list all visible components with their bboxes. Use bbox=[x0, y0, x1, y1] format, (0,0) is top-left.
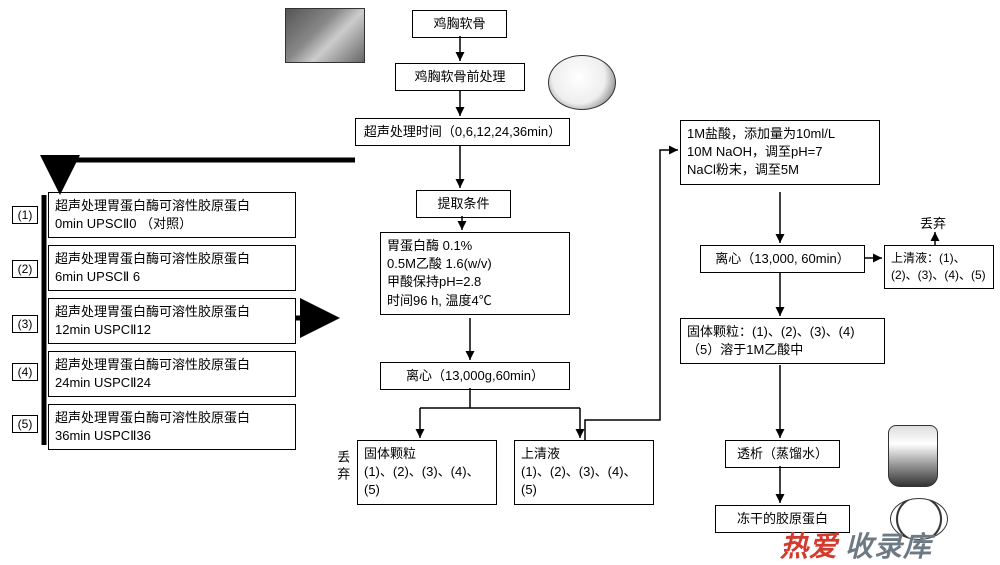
sample-box-2: 超声处理胃蛋白酶可溶性胶原蛋白 6min UPSCⅡ 6 bbox=[48, 245, 296, 291]
acid-line: NaCl粉末，调至5M bbox=[687, 161, 873, 179]
sample-box-5: 超声处理胃蛋白酶可溶性胶原蛋白 36min USPCⅡ36 bbox=[48, 404, 296, 450]
node-extract-body: 胃蛋白酶 0.1% 0.5M乙酸 1.6(w/v) 甲酸保持pH=2.8 时间9… bbox=[380, 232, 570, 315]
node-solid-2: 固体颗粒：(1)、(2)、(3)、(4) （5）溶于1M乙酸中 bbox=[680, 318, 885, 364]
cartilage-photo-processed bbox=[548, 55, 616, 110]
super-title: 上清液 bbox=[521, 445, 647, 463]
sample-line2: 36min USPCⅡ36 bbox=[55, 427, 289, 445]
ext-line: 时间96 h, 温度4℃ bbox=[387, 292, 563, 310]
solid2-l2: （5）溶于1M乙酸中 bbox=[687, 341, 878, 359]
watermark-red: 热爱 bbox=[780, 525, 838, 565]
sample-line1: 超声处理胃蛋白酶可溶性胶原蛋白 bbox=[55, 250, 289, 268]
acid-line: 10M NaOH，调至pH=7 bbox=[687, 143, 873, 161]
watermark-gray: 收录库 bbox=[845, 525, 932, 565]
node-centrifuge-1: 离心（13,000g,60min） bbox=[380, 362, 570, 390]
ext-line: 0.5M乙酸 1.6(w/v) bbox=[387, 255, 563, 273]
sample-line2: 0min UPSCⅡ0 （对照） bbox=[55, 215, 289, 233]
cartilage-photo-raw bbox=[285, 8, 365, 63]
node-pretreat: 鸡胸软骨前处理 bbox=[395, 63, 525, 91]
discard-label-2: 丢弃 bbox=[920, 215, 946, 233]
sample-line1: 超声处理胃蛋白酶可溶性胶原蛋白 bbox=[55, 409, 289, 427]
node-centrifuge-2: 离心（13,000, 60min） bbox=[700, 245, 865, 273]
node-extract-title: 提取条件 bbox=[416, 190, 511, 218]
sample-num-2: (2) bbox=[12, 260, 38, 278]
solid2-l1: 固体颗粒：(1)、(2)、(3)、(4) bbox=[687, 323, 878, 341]
solid-title: 固体颗粒 bbox=[364, 445, 490, 463]
node-super-2: 上清液：(1)、(2)、(3)、(4)、(5) bbox=[884, 245, 994, 289]
node-raw: 鸡胸软骨 bbox=[412, 10, 507, 38]
sample-num-3: (3) bbox=[12, 315, 38, 333]
node-ultrasonic: 超声处理时间（0,6,12,24,36min） bbox=[355, 118, 570, 146]
sample-line1: 超声处理胃蛋白酶可溶性胶原蛋白 bbox=[55, 356, 289, 374]
solid-body: (1)、(2)、(3)、(4)、(5) bbox=[364, 463, 490, 499]
sample-box-3: 超声处理胃蛋白酶可溶性胶原蛋白 12min USPCⅡ12 bbox=[48, 298, 296, 344]
sample-line2: 12min USPCⅡ12 bbox=[55, 321, 289, 339]
discard-label-1: 丢弃 bbox=[333, 450, 349, 484]
node-dialysis: 透析（蒸馏水） bbox=[725, 440, 840, 468]
super-body: (1)、(2)、(3)、(4)、(5) bbox=[521, 463, 647, 499]
acid-line: 1M盐酸，添加量为10ml/L bbox=[687, 125, 873, 143]
sample-line2: 6min UPSCⅡ 6 bbox=[55, 268, 289, 286]
sample-line1: 超声处理胃蛋白酶可溶性胶原蛋白 bbox=[55, 197, 289, 215]
sample-num-5: (5) bbox=[12, 415, 38, 433]
sample-num-4: (4) bbox=[12, 363, 38, 381]
node-super-1: 上清液 (1)、(2)、(3)、(4)、(5) bbox=[514, 440, 654, 505]
sample-line2: 24min USPCⅡ24 bbox=[55, 374, 289, 392]
ext-line: 胃蛋白酶 0.1% bbox=[387, 237, 563, 255]
node-solid-1: 固体颗粒 (1)、(2)、(3)、(4)、(5) bbox=[357, 440, 497, 505]
dialysis-photo bbox=[888, 425, 938, 487]
sample-line1: 超声处理胃蛋白酶可溶性胶原蛋白 bbox=[55, 303, 289, 321]
sample-box-4: 超声处理胃蛋白酶可溶性胶原蛋白 24min USPCⅡ24 bbox=[48, 351, 296, 397]
sample-box-1: 超声处理胃蛋白酶可溶性胶原蛋白 0min UPSCⅡ0 （对照） bbox=[48, 192, 296, 238]
node-acid: 1M盐酸，添加量为10ml/L 10M NaOH，调至pH=7 NaCl粉末，调… bbox=[680, 120, 880, 185]
ext-line: 甲酸保持pH=2.8 bbox=[387, 273, 563, 291]
sample-num-1: (1) bbox=[12, 206, 38, 224]
